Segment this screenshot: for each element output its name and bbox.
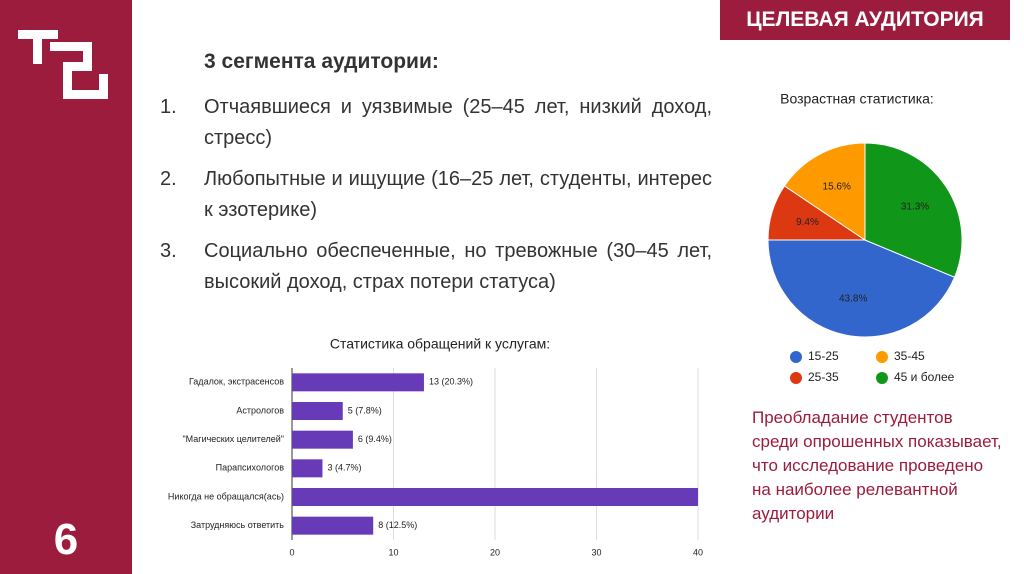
value-label: 9.4%	[796, 217, 819, 228]
y-tick-label: Астрологов	[236, 405, 284, 415]
value-label: 13 (20.3%)	[429, 377, 473, 387]
segment-item: 2. Любопытные и ищущие (16–25 лет, студен…	[160, 164, 712, 226]
legend-label: 25-35	[808, 370, 839, 384]
segment-item: 3. Социально обеспеченные, но тревожные (…	[160, 236, 712, 298]
value-label: 8 (12.5%)	[378, 520, 417, 530]
value-label: 5 (7.8%)	[348, 405, 382, 415]
legend-marker	[876, 372, 888, 384]
legend-label: 15-25	[808, 349, 839, 363]
segment-number: 2.	[160, 168, 177, 190]
chart-title: Статистика обращений к услугам:	[330, 336, 550, 352]
segment-item: 1. Отчаявшиеся и уязвимые (25–45 лет, низ…	[160, 92, 712, 154]
segment-text: Любопытные и ищущие (16–25 лет, студенты…	[204, 168, 712, 221]
value-label: 6 (9.4%)	[358, 434, 392, 444]
bar	[292, 516, 374, 535]
chart-title: Возрастная статистика:	[780, 91, 934, 107]
segments-title: 3 сегмента аудитории:	[204, 50, 439, 73]
value-label: 43.8%	[839, 294, 867, 305]
segment-number: 1.	[160, 96, 177, 118]
legend-marker	[790, 372, 802, 384]
value-label: 15.6%	[823, 182, 851, 193]
y-tick-label: Никогда не обращался(ась)	[168, 491, 284, 501]
pie-slice	[864, 142, 963, 278]
legend-label: 35-45	[894, 349, 925, 363]
segments-list: 1. Отчаявшиеся и уязвимые (25–45 лет, низ…	[160, 92, 712, 308]
segment-text: Отчаявшиеся и уязвимые (25–45 лет, низки…	[204, 96, 712, 149]
pie-slice	[783, 142, 866, 241]
x-tick-label: 10	[388, 547, 398, 557]
y-tick-label: "Магических целителей"	[182, 434, 284, 444]
bar	[292, 373, 424, 392]
header-title: ЦЕЛЕВАЯ АУДИТОРИЯ	[720, 0, 1010, 40]
y-tick-label: Затрудняюсь ответить	[191, 520, 285, 530]
bar	[292, 459, 323, 478]
x-tick-label: 20	[490, 547, 500, 557]
bar	[292, 488, 698, 506]
page-number: 6	[53, 515, 79, 564]
x-tick-label: 0	[289, 547, 294, 557]
legend-label: 45 и более	[894, 370, 955, 384]
value-label: 31.3%	[901, 201, 929, 212]
segment-number: 3.	[160, 240, 177, 262]
y-tick-label: Парапсихологов	[216, 463, 285, 473]
legend-marker	[790, 351, 802, 363]
logo	[18, 30, 108, 99]
y-tick-label: Гадалок, экстрасенсов	[189, 377, 284, 387]
segment-text: Социально обеспеченные, но тревожные (30…	[204, 240, 712, 293]
value-label: 3 (4.7%)	[327, 463, 361, 473]
x-tick-label: 30	[591, 547, 601, 557]
bar	[292, 430, 353, 449]
legend-marker	[876, 351, 888, 363]
pie-slice	[767, 239, 956, 338]
conclusion: Преобладание студентов среди опрошенных …	[752, 408, 1002, 523]
bar	[292, 402, 343, 420]
x-tick-label: 40	[693, 547, 703, 557]
